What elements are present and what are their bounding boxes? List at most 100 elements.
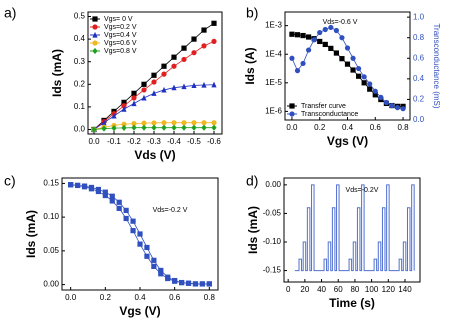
y2-axis-label: Transconductance (mS) — [432, 23, 441, 108]
legend-marker — [92, 47, 98, 55]
marker — [199, 281, 205, 287]
marker — [206, 281, 212, 287]
marker — [294, 68, 301, 74]
legend-label: Transfer curve — [301, 103, 346, 110]
marker — [131, 90, 137, 96]
marker — [339, 56, 345, 62]
marker — [185, 280, 192, 286]
y2-tick-label: 0.8 — [413, 33, 425, 42]
x-tick-label: -0.1 — [107, 137, 121, 146]
y-axis-label: Ids (mA) — [24, 210, 38, 258]
x-tick-label: 0.8 — [397, 123, 409, 132]
marker — [151, 72, 157, 78]
marker — [161, 71, 167, 77]
marker — [211, 120, 217, 126]
y-tick-label: 1E-4 — [265, 49, 282, 58]
marker — [109, 198, 115, 204]
marker — [116, 205, 122, 211]
x-tick-label: 0.6 — [169, 293, 181, 302]
x-tick-label: 60 — [334, 285, 343, 294]
marker — [101, 125, 107, 132]
marker — [121, 99, 127, 105]
marker — [289, 31, 295, 37]
marker — [151, 120, 157, 126]
marker — [116, 199, 122, 205]
marker — [109, 193, 115, 199]
marker — [151, 257, 157, 263]
y2-tick-label: 0.6 — [413, 53, 425, 62]
marker — [306, 47, 312, 53]
marker — [123, 215, 129, 222]
x-tick-label: -0.6 — [207, 137, 221, 146]
marker — [317, 38, 323, 45]
marker — [131, 124, 137, 131]
y-axis-label: Ids (mA) — [50, 49, 64, 97]
marker — [141, 94, 147, 101]
marker — [171, 124, 177, 131]
marker — [141, 87, 147, 93]
x-tick-label: -0.5 — [187, 137, 201, 146]
legend-marker — [92, 16, 98, 22]
marker — [81, 183, 88, 189]
marker — [289, 55, 295, 61]
marker — [211, 38, 217, 44]
marker — [130, 228, 136, 234]
marker — [130, 218, 136, 224]
marker — [171, 63, 177, 69]
marker — [181, 124, 187, 131]
x-axis-label: Time (s) — [329, 296, 375, 310]
marker — [165, 274, 171, 280]
y-tick-label: 0.4 — [74, 34, 86, 43]
marker — [328, 24, 334, 31]
marker — [121, 103, 127, 109]
legend-label: Vgs=0.4 V — [104, 32, 137, 39]
annotation: Vds=-0.6 V — [323, 19, 358, 26]
marker — [333, 27, 339, 34]
x-tick-label: 0.0 — [88, 137, 100, 146]
marker — [161, 63, 167, 69]
marker — [356, 73, 362, 79]
marker — [344, 61, 351, 67]
legend-marker — [92, 31, 98, 38]
marker — [372, 88, 378, 94]
marker — [191, 50, 197, 56]
y-tick-label: 0.00 — [265, 180, 281, 189]
legend-marker — [289, 103, 295, 109]
marker — [181, 120, 187, 126]
y2-tick-label: 0.2 — [413, 95, 425, 104]
x-tick-label: 0.4 — [134, 293, 146, 302]
marker — [322, 41, 328, 48]
marker — [389, 103, 395, 109]
y-tick-label: 1E-5 — [265, 78, 282, 87]
marker — [400, 106, 406, 112]
y-tick-label: 0.0 — [74, 125, 86, 134]
y-tick-label: 0.05 — [43, 246, 59, 255]
x-tick-label: 80 — [350, 285, 359, 294]
marker — [322, 26, 328, 33]
y-tick-label: 0.2 — [74, 79, 86, 88]
marker — [306, 34, 312, 40]
marker — [361, 74, 367, 80]
marker — [311, 37, 317, 43]
marker — [179, 279, 185, 286]
marker — [181, 83, 187, 90]
marker — [141, 81, 147, 87]
x-tick-label: 0.6 — [370, 123, 382, 132]
x-tick-label: 0.0 — [286, 123, 298, 132]
x-tick-label: 0.4 — [342, 123, 354, 132]
marker — [137, 231, 143, 237]
marker — [294, 32, 301, 38]
marker — [333, 50, 339, 56]
legend-label: Vgs=0.8 V — [104, 48, 137, 55]
marker — [131, 121, 137, 127]
series-line — [291, 33, 404, 107]
y-tick-label: -0.10 — [263, 237, 282, 246]
legend-marker — [92, 40, 98, 46]
x-tick-label: 40 — [317, 285, 326, 294]
marker — [181, 56, 187, 63]
marker — [144, 253, 150, 259]
marker — [91, 126, 97, 133]
marker — [201, 81, 207, 88]
y-tick-label: 0.5 — [74, 12, 86, 21]
